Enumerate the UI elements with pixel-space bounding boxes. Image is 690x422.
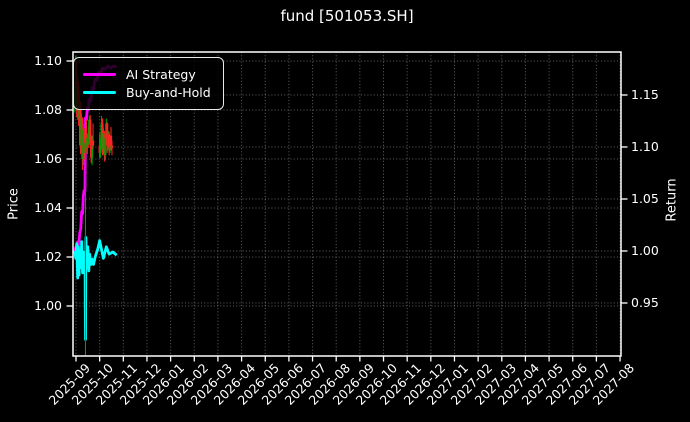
chart-title: fund [501053.SH] <box>280 7 414 25</box>
y-tick-label-left: 1.02 <box>34 249 62 265</box>
y-tick-label-right: 0.95 <box>631 295 659 311</box>
legend-label: AI Strategy <box>126 67 196 82</box>
y-tick-label-right: 1.00 <box>631 243 659 259</box>
legend-item-buy-and-hold: Buy-and-Hold <box>83 85 211 100</box>
y-tick-label-right: 1.05 <box>631 191 659 207</box>
y-tick-label-left: 1.10 <box>34 53 62 69</box>
legend-swatch <box>83 90 116 95</box>
legend-swatch <box>83 72 116 77</box>
y-tick-label-right: 1.15 <box>631 87 659 103</box>
legend-item-ai-strategy: AI Strategy <box>83 67 211 82</box>
y-tick-label-left: 1.08 <box>34 102 62 118</box>
y-tick-label-left: 1.06 <box>34 151 62 167</box>
y-tick-label-left: 1.04 <box>34 200 62 216</box>
y-tick-label-right: 1.10 <box>631 139 659 155</box>
legend-label: Buy-and-Hold <box>126 85 211 100</box>
legend: AI Strategy Buy-and-Hold <box>73 57 224 110</box>
y-tick-label-left: 1.00 <box>34 298 62 314</box>
